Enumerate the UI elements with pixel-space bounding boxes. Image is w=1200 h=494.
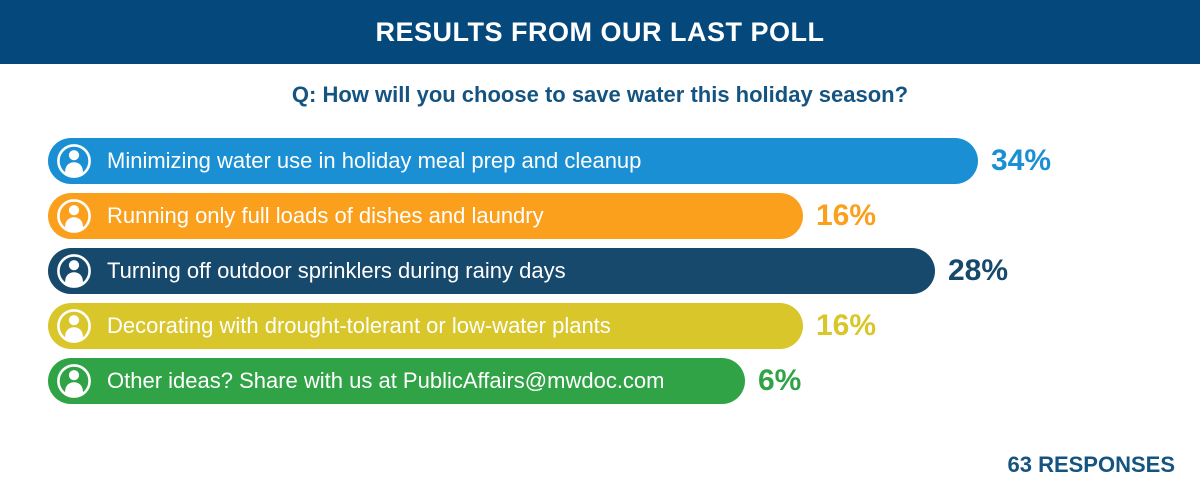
responses-count: 63 RESPONSES (1007, 452, 1175, 477)
poll-results-chart: Minimizing water use in holiday meal pre… (48, 138, 1051, 413)
person-icon (57, 254, 91, 288)
poll-bar: Minimizing water use in holiday meal pre… (48, 138, 978, 184)
poll-bar-percentage: 16% (816, 199, 877, 232)
poll-header-banner: RESULTS FROM OUR LAST POLL (0, 0, 1200, 64)
poll-bar-row: Decorating with drought-tolerant or low-… (48, 303, 1051, 349)
poll-bar: Decorating with drought-tolerant or low-… (48, 303, 803, 349)
person-icon (57, 309, 91, 343)
poll-bar-percentage: 34% (991, 144, 1052, 177)
poll-bar-row: Minimizing water use in holiday meal pre… (48, 138, 1051, 184)
poll-bar-label: Running only full loads of dishes and la… (107, 203, 544, 228)
poll-bar-label: Minimizing water use in holiday meal pre… (107, 148, 642, 173)
poll-bar-row: Running only full loads of dishes and la… (48, 193, 1051, 239)
poll-bar-row: Turning off outdoor sprinklers during ra… (48, 248, 1051, 294)
person-icon (57, 199, 91, 233)
poll-bar-row: Other ideas? Share with us at PublicAffa… (48, 358, 1051, 404)
poll-bar-label: Other ideas? Share with us at PublicAffa… (107, 368, 665, 393)
poll-bar-label: Turning off outdoor sprinklers during ra… (107, 258, 566, 283)
poll-bar-percentage: 28% (948, 254, 1009, 287)
person-icon (57, 144, 91, 178)
poll-bar-percentage: 6% (758, 364, 802, 397)
poll-bar: Other ideas? Share with us at PublicAffa… (48, 358, 745, 404)
poll-bar-label: Decorating with drought-tolerant or low-… (107, 313, 611, 338)
poll-title: RESULTS FROM OUR LAST POLL (375, 16, 825, 47)
poll-bar: Running only full loads of dishes and la… (48, 193, 803, 239)
person-icon (57, 364, 91, 398)
poll-question: Q: How will you choose to save water thi… (291, 82, 909, 107)
poll-bar: Turning off outdoor sprinklers during ra… (48, 248, 935, 294)
poll-bar-percentage: 16% (816, 309, 877, 342)
